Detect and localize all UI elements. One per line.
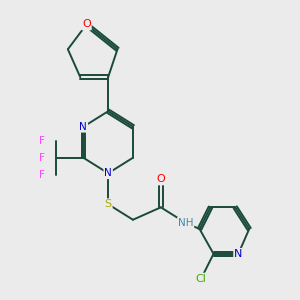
Text: F: F <box>39 170 44 180</box>
Text: F: F <box>39 136 44 146</box>
Text: O: O <box>157 174 165 184</box>
Text: O: O <box>82 20 91 29</box>
Text: N: N <box>104 168 112 178</box>
Text: F: F <box>39 153 44 163</box>
Text: NH: NH <box>178 218 194 228</box>
Text: Cl: Cl <box>196 274 207 284</box>
Text: S: S <box>105 199 112 209</box>
Text: N: N <box>234 249 242 259</box>
Text: N: N <box>80 122 87 132</box>
